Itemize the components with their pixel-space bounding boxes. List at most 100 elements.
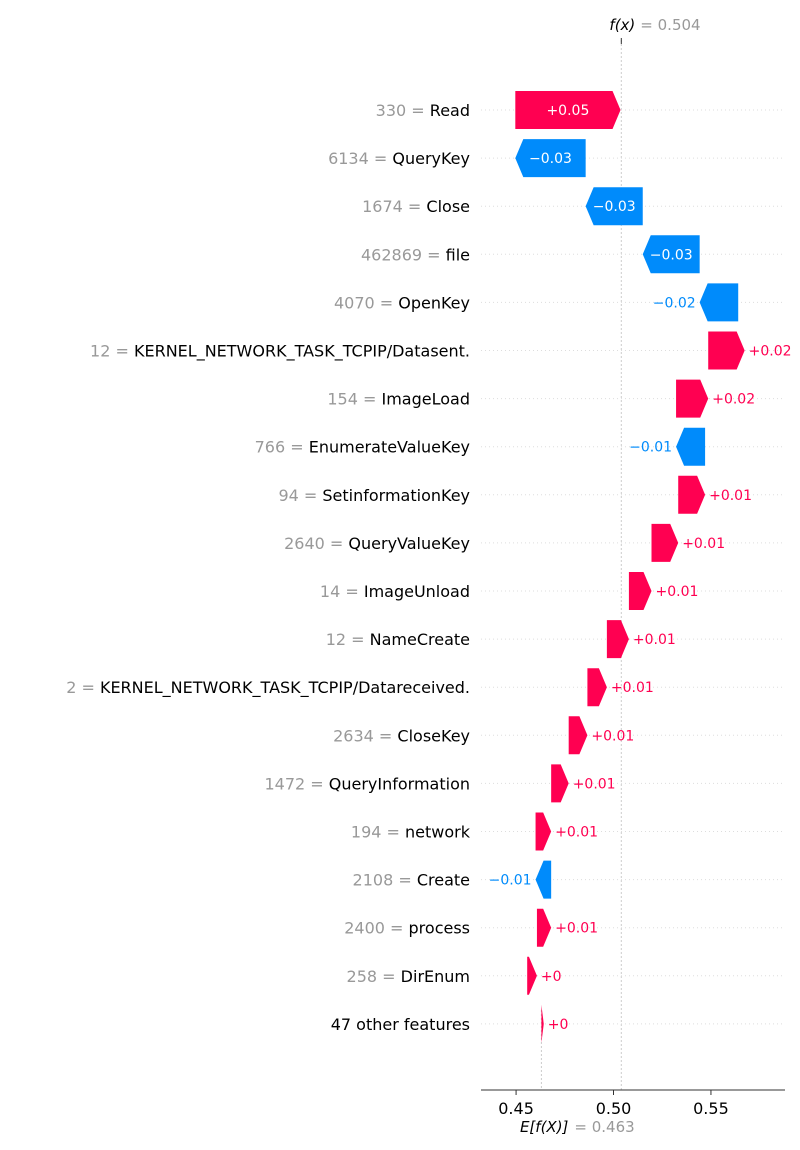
feature-name: ImageLoad: [382, 390, 471, 409]
waterfall-bar: [535, 860, 552, 899]
feature-name: Close: [426, 197, 470, 216]
bar-value-label: +0: [541, 969, 562, 985]
feature-name: NameCreate: [370, 630, 470, 649]
bar-value-label: −0.02: [653, 295, 696, 311]
bar-value-label: +0.02: [712, 392, 755, 408]
feature-value: 2108 =: [353, 871, 417, 890]
waterfall-bar: [541, 1004, 544, 1043]
feature-name: DirEnum: [401, 967, 470, 986]
feature-value: 12 =: [326, 630, 370, 649]
feature-label: 14 = ImageUnload: [320, 582, 470, 601]
feature-value: 766 =: [255, 438, 309, 457]
bar-value-label: +0.01: [555, 825, 598, 841]
waterfall-bar: [515, 91, 621, 129]
bar-value-label: −0.01: [629, 440, 672, 456]
fx-value: = 0.504: [640, 16, 700, 34]
bar-value-label: +0.02: [749, 344, 792, 360]
base-label: E[f(X)]: [520, 1118, 569, 1136]
x-tick-label: 0.45: [498, 1099, 534, 1118]
bar-value-label: +0.01: [573, 776, 616, 792]
x-tick-label: 0.55: [693, 1099, 729, 1118]
bar-value-label: +0.01: [555, 921, 598, 937]
feature-name: OpenKey: [398, 293, 470, 312]
feature-label: 47 other features: [331, 1015, 470, 1034]
feature-value: 2640 =: [284, 534, 348, 553]
waterfall-bar: [551, 764, 569, 803]
feature-value: 12 =: [90, 342, 134, 361]
feature-name: EnumerateValueKey: [309, 438, 470, 457]
feature-label: 194 = network: [351, 823, 471, 842]
bar-value-label: +0.01: [709, 488, 752, 504]
feature-label: 462869 = file: [361, 245, 470, 264]
feature-name: CloseKey: [397, 726, 470, 745]
feature-label: 2634 = CloseKey: [333, 726, 470, 745]
feature-name: network: [405, 823, 471, 842]
feature-name: Read: [430, 101, 470, 120]
waterfall-bar: [515, 139, 586, 178]
waterfall-bar: [678, 475, 706, 514]
feature-value: 2634 =: [333, 726, 397, 745]
feature-label: 258 = DirEnum: [347, 967, 470, 986]
bar-value-label: −0.03: [650, 247, 693, 263]
bar-value-label: −0.01: [489, 873, 532, 889]
base-value: = 0.463: [574, 1118, 634, 1136]
feature-value: 462869 =: [361, 245, 446, 264]
feature-value: 2 =: [66, 678, 100, 697]
feature-name: Create: [417, 871, 470, 890]
feature-label: 330 = Read: [376, 101, 470, 120]
feature-label: 766 = EnumerateValueKey: [255, 438, 470, 457]
feature-value: 258 =: [347, 967, 401, 986]
waterfall-bar: [568, 716, 588, 755]
bar-value-label: +0.01: [611, 680, 654, 696]
bar-value-label: −0.03: [529, 151, 572, 167]
feature-name: QueryKey: [392, 149, 470, 168]
footer-layer: E[f(X)] = 0.463: [520, 1118, 635, 1136]
feature-name: KERNEL_NETWORK_TASK_TCPIP/Datareceived.: [100, 678, 470, 698]
feature-name: process: [409, 919, 470, 938]
waterfall-bar: [642, 235, 700, 274]
bar-value-label: −0.03: [593, 199, 636, 215]
labels-layer: 330 = Read +0.05 6134 = QueryKey −0.03 1674 …: [66, 101, 791, 1034]
feature-name: QueryInformation: [329, 774, 470, 793]
waterfall-bar: [708, 331, 745, 370]
feature-label: 2108 = Create: [353, 871, 470, 890]
feature-name: QueryValueKey: [348, 534, 470, 553]
feature-name: KERNEL_NETWORK_TASK_TCPIP/Datasent.: [134, 342, 470, 362]
feature-label: 4070 = OpenKey: [334, 293, 470, 312]
waterfall-bar: [536, 908, 552, 947]
feature-value: 194 =: [351, 823, 405, 842]
feature-name: ImageUnload: [364, 582, 470, 601]
feature-label: 12 = KERNEL_NETWORK_TASK_TCPIP/Datasent.: [90, 342, 470, 362]
bar-value-label: +0.01: [682, 536, 725, 552]
waterfall-bar: [628, 572, 652, 610]
header-layer: f(x) = 0.504: [609, 16, 700, 34]
feature-value: 94 =: [278, 486, 322, 505]
waterfall-bar: [676, 427, 706, 466]
waterfall-bar: [651, 523, 679, 562]
feature-value: 2400 =: [344, 919, 408, 938]
feature-label: 1674 = Close: [362, 197, 470, 216]
waterfall-bar: [606, 620, 629, 659]
waterfall-bar: [527, 956, 537, 995]
feature-label: 2 = KERNEL_NETWORK_TASK_TCPIP/Datareceiv…: [66, 678, 470, 698]
bar-value-label: +0.01: [633, 632, 676, 648]
feature-value: 1472 =: [264, 774, 328, 793]
feature-value: 6134 =: [328, 149, 392, 168]
feature-value: 1674 =: [362, 197, 426, 216]
feature-value: 4070 =: [334, 293, 398, 312]
fx-label: f(x): [609, 16, 635, 34]
bar-value-label: +0: [548, 1017, 569, 1033]
waterfall-bar: [585, 187, 643, 226]
feature-label: 2640 = QueryValueKey: [284, 534, 470, 553]
feature-value: 14 =: [320, 582, 364, 601]
feature-label: 94 = SetinformationKey: [278, 486, 470, 505]
axis-layer: 0.45 0.50 0.55: [481, 1089, 785, 1118]
bars-layer: [515, 91, 745, 1043]
bar-value-label: +0.01: [591, 728, 634, 744]
feature-label: 6134 = QueryKey: [328, 149, 470, 168]
feature-label: 1472 = QueryInformation: [264, 774, 470, 793]
waterfall-bar: [535, 812, 552, 851]
feature-label: 12 = NameCreate: [326, 630, 470, 649]
bar-value-label: +0.05: [546, 103, 589, 119]
